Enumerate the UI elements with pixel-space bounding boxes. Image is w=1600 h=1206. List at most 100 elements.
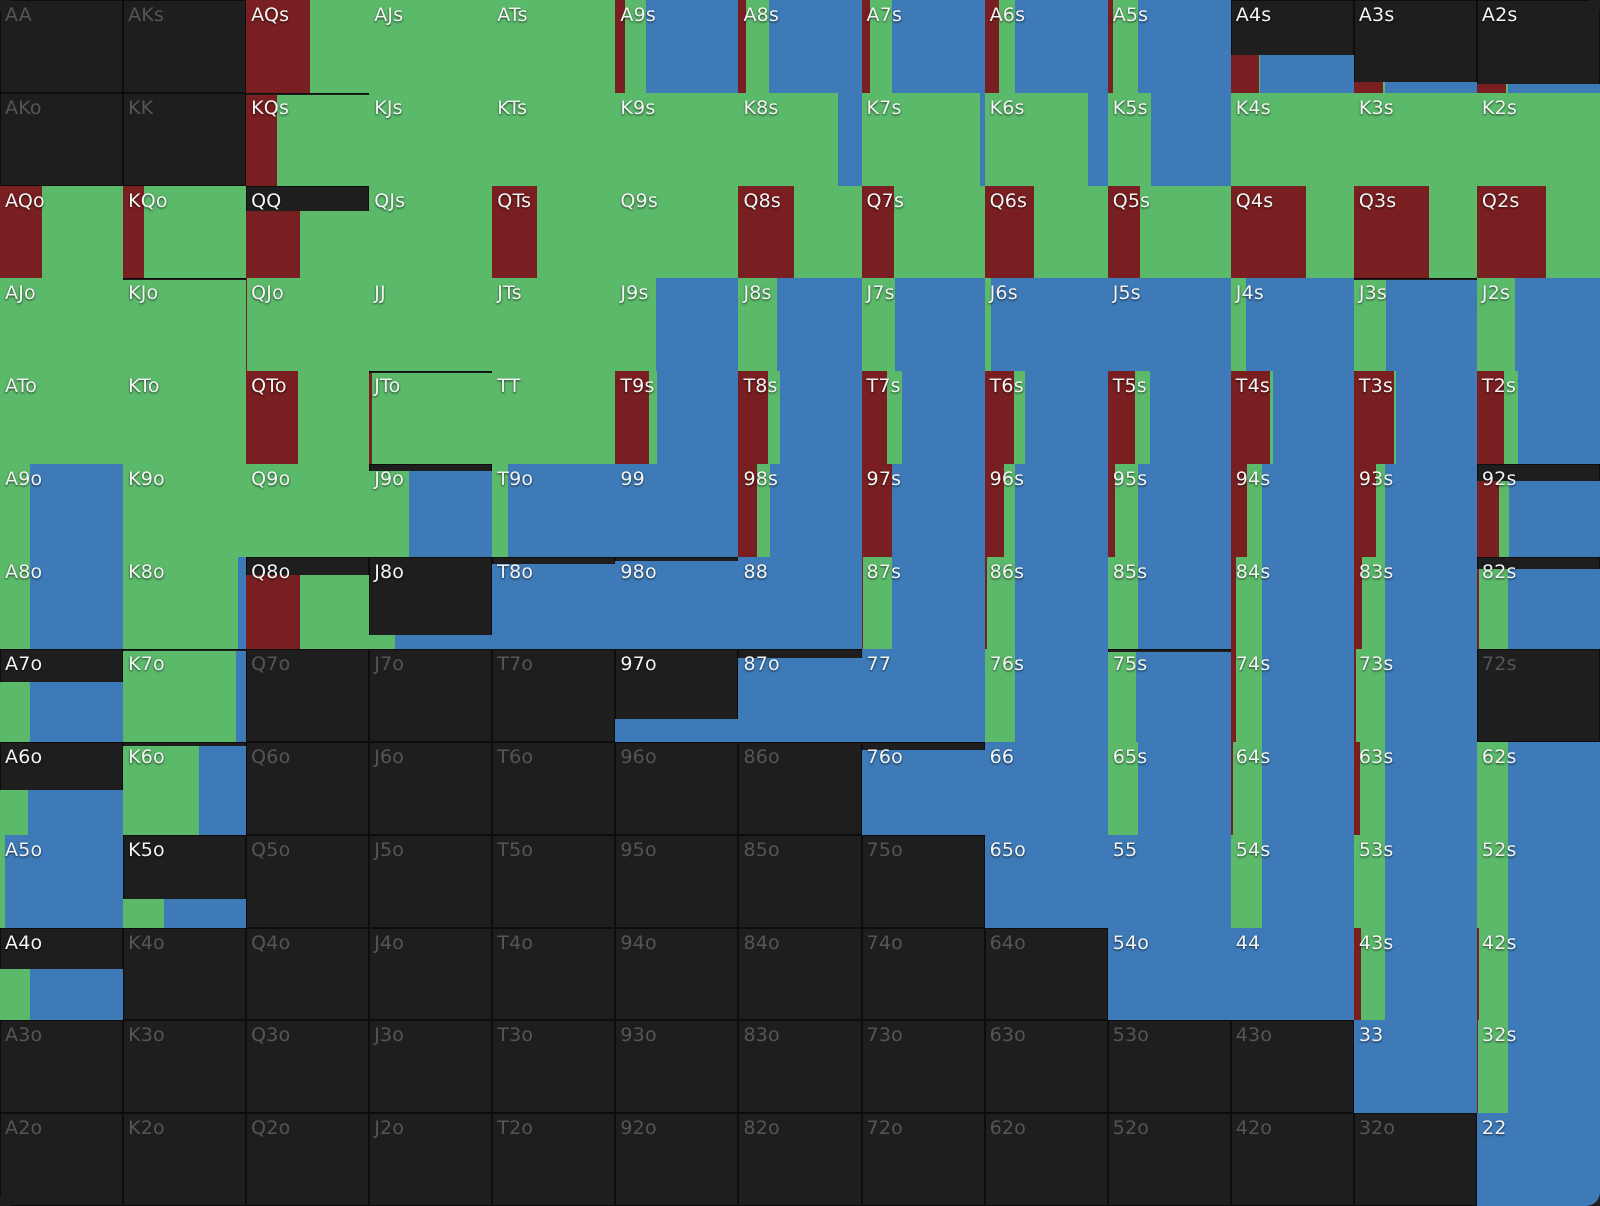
hand-cell-t8o[interactable]: T8o: [492, 556, 616, 650]
hand-cell-q4o[interactable]: Q4o: [246, 927, 370, 1021]
hand-cell-ato[interactable]: ATo: [0, 371, 124, 464]
hand-cell-jj[interactable]: JJ: [369, 278, 493, 372]
hand-cell-kto[interactable]: KTo: [123, 371, 247, 464]
hand-cell-42s[interactable]: 42s: [1476, 927, 1600, 1021]
hand-cell-t3o[interactable]: T3o: [492, 1020, 616, 1114]
hand-cell-88[interactable]: 88: [738, 556, 862, 650]
hand-cell-q7s[interactable]: Q7s: [861, 185, 985, 279]
hand-cell-53s[interactable]: 53s: [1353, 834, 1477, 928]
hand-cell-44[interactable]: 44: [1230, 927, 1354, 1021]
hand-cell-64s[interactable]: 64s: [1230, 742, 1354, 835]
hand-cell-k9o[interactable]: K9o: [123, 463, 247, 557]
hand-cell-77[interactable]: 77: [861, 649, 985, 743]
hand-cell-a2s[interactable]: A2s: [1476, 0, 1600, 93]
hand-cell-ajs[interactable]: AJs: [369, 0, 493, 93]
hand-cell-k4o[interactable]: K4o: [123, 927, 247, 1021]
hand-cell-t8s[interactable]: T8s: [738, 371, 862, 464]
hand-cell-85o[interactable]: 85o: [738, 834, 862, 928]
hand-cell-92o[interactable]: 92o: [615, 1113, 739, 1206]
hand-cell-82o[interactable]: 82o: [738, 1113, 862, 1206]
hand-cell-k8o[interactable]: K8o: [123, 556, 247, 650]
hand-cell-k9s[interactable]: K9s: [615, 92, 739, 186]
hand-cell-k2s[interactable]: K2s: [1476, 92, 1600, 186]
hand-cell-k4s[interactable]: K4s: [1230, 92, 1354, 186]
hand-cell-q3s[interactable]: Q3s: [1353, 185, 1477, 279]
hand-cell-a7s[interactable]: A7s: [861, 0, 985, 93]
hand-cell-q4s[interactable]: Q4s: [1230, 185, 1354, 279]
hand-cell-kqo[interactable]: KQo: [123, 185, 247, 279]
hand-cell-t9s[interactable]: T9s: [615, 371, 739, 464]
hand-cell-j6s[interactable]: J6s: [984, 278, 1108, 372]
hand-cell-kjo[interactable]: KJo: [123, 278, 247, 372]
hand-cell-86s[interactable]: 86s: [984, 556, 1108, 650]
hand-cell-33[interactable]: 33: [1353, 1020, 1477, 1114]
hand-cell-k3o[interactable]: K3o: [123, 1020, 247, 1114]
hand-cell-k2o[interactable]: K2o: [123, 1113, 247, 1206]
hand-cell-q6o[interactable]: Q6o: [246, 742, 370, 835]
hand-cell-97s[interactable]: 97s: [861, 463, 985, 557]
hand-cell-42o[interactable]: 42o: [1230, 1113, 1354, 1206]
hand-cell-a9o[interactable]: A9o: [0, 463, 124, 557]
hand-cell-53o[interactable]: 53o: [1107, 1020, 1231, 1114]
hand-cell-a3s[interactable]: A3s: [1353, 0, 1477, 93]
hand-cell-ats[interactable]: ATs: [492, 0, 616, 93]
hand-cell-94o[interactable]: 94o: [615, 927, 739, 1021]
hand-cell-j2o[interactable]: J2o: [369, 1113, 493, 1206]
hand-cell-a3o[interactable]: A3o: [0, 1020, 124, 1114]
hand-cell-a8s[interactable]: A8s: [738, 0, 862, 93]
hand-cell-t6s[interactable]: T6s: [984, 371, 1108, 464]
hand-cell-t6o[interactable]: T6o: [492, 742, 616, 835]
hand-cell-73o[interactable]: 73o: [861, 1020, 985, 1114]
hand-cell-32o[interactable]: 32o: [1353, 1113, 1477, 1206]
hand-cell-tt[interactable]: TT: [492, 371, 616, 464]
hand-cell-kk[interactable]: KK: [123, 92, 247, 186]
hand-cell-75s[interactable]: 75s: [1107, 649, 1231, 743]
hand-cell-84s[interactable]: 84s: [1230, 556, 1354, 650]
hand-cell-j6o[interactable]: J6o: [369, 742, 493, 835]
hand-cell-87s[interactable]: 87s: [861, 556, 985, 650]
hand-cell-k7s[interactable]: K7s: [861, 92, 985, 186]
hand-cell-j5s[interactable]: J5s: [1107, 278, 1231, 372]
hand-cell-93o[interactable]: 93o: [615, 1020, 739, 1114]
hand-cell-98o[interactable]: 98o: [615, 556, 739, 650]
hand-cell-a6s[interactable]: A6s: [984, 0, 1108, 93]
hand-cell-aqo[interactable]: AQo: [0, 185, 124, 279]
hand-cell-a5s[interactable]: A5s: [1107, 0, 1231, 93]
hand-cell-j3o[interactable]: J3o: [369, 1020, 493, 1114]
hand-cell-96o[interactable]: 96o: [615, 742, 739, 835]
hand-cell-64o[interactable]: 64o: [984, 927, 1108, 1021]
hand-cell-k5o[interactable]: K5o: [123, 834, 247, 928]
hand-cell-95o[interactable]: 95o: [615, 834, 739, 928]
hand-cell-kjs[interactable]: KJs: [369, 92, 493, 186]
hand-cell-97o[interactable]: 97o: [615, 649, 739, 743]
hand-cell-98s[interactable]: 98s: [738, 463, 862, 557]
hand-cell-62o[interactable]: 62o: [984, 1113, 1108, 1206]
hand-cell-t2o[interactable]: T2o: [492, 1113, 616, 1206]
hand-cell-76o[interactable]: 76o: [861, 742, 985, 835]
hand-cell-kts[interactable]: KTs: [492, 92, 616, 186]
hand-cell-94s[interactable]: 94s: [1230, 463, 1354, 557]
hand-cell-32s[interactable]: 32s: [1476, 1020, 1600, 1114]
hand-cell-63s[interactable]: 63s: [1353, 742, 1477, 835]
hand-cell-q2o[interactable]: Q2o: [246, 1113, 370, 1206]
hand-cell-qjo[interactable]: QJo: [246, 278, 370, 372]
hand-cell-qjs[interactable]: QJs: [369, 185, 493, 279]
hand-cell-q5s[interactable]: Q5s: [1107, 185, 1231, 279]
hand-cell-jts[interactable]: JTs: [492, 278, 616, 372]
hand-cell-t5s[interactable]: T5s: [1107, 371, 1231, 464]
hand-cell-q5o[interactable]: Q5o: [246, 834, 370, 928]
hand-cell-j2s[interactable]: J2s: [1476, 278, 1600, 372]
hand-cell-65o[interactable]: 65o: [984, 834, 1108, 928]
hand-cell-93s[interactable]: 93s: [1353, 463, 1477, 557]
hand-cell-83o[interactable]: 83o: [738, 1020, 862, 1114]
hand-cell-j7o[interactable]: J7o: [369, 649, 493, 743]
hand-cell-63o[interactable]: 63o: [984, 1020, 1108, 1114]
hand-cell-54o[interactable]: 54o: [1107, 927, 1231, 1021]
hand-cell-aqs[interactable]: AQs: [246, 0, 370, 93]
hand-cell-73s[interactable]: 73s: [1353, 649, 1477, 743]
hand-cell-q8o[interactable]: Q8o: [246, 556, 370, 650]
hand-cell-96s[interactable]: 96s: [984, 463, 1108, 557]
hand-cell-t3s[interactable]: T3s: [1353, 371, 1477, 464]
hand-cell-t9o[interactable]: T9o: [492, 463, 616, 557]
hand-cell-jto[interactable]: JTo: [369, 371, 493, 464]
